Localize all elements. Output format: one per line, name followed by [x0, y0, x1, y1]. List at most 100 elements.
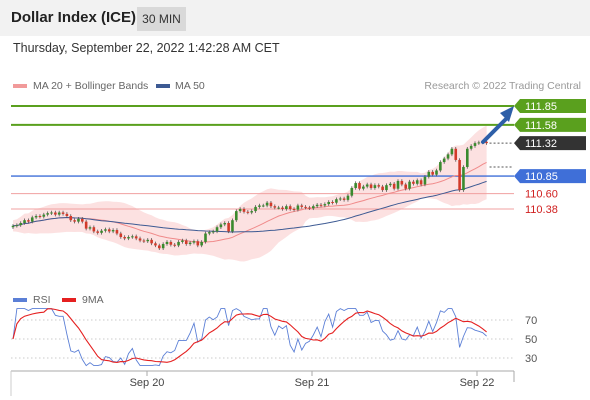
- candle-body: [312, 206, 315, 209]
- candle-body: [231, 220, 234, 232]
- candle: [246, 210, 250, 215]
- candle: [54, 210, 57, 217]
- candle-body: [423, 176, 427, 185]
- candle: [446, 152, 450, 161]
- price-tag-label: 110.60: [525, 189, 558, 201]
- candle-body: [200, 241, 203, 246]
- timestamp: Thursday, September 22, 2022 1:42:28 AM …: [13, 41, 280, 55]
- candle: [92, 225, 96, 234]
- candle: [115, 228, 119, 236]
- candle-body: [246, 211, 250, 213]
- price-tag-111.58: 111.58: [514, 117, 586, 132]
- candle-body: [473, 143, 477, 146]
- candle: [269, 200, 273, 208]
- price-tag-111.85: 111.85: [514, 99, 586, 113]
- candle-body: [288, 206, 292, 209]
- ma20-legend-label: MA 20 + Bollinger Bands: [33, 80, 149, 92]
- candle: [161, 242, 165, 250]
- candle: [296, 203, 300, 212]
- candle: [288, 204, 292, 211]
- candle: [27, 218, 30, 224]
- candle-body: [477, 142, 481, 144]
- candle-body: [173, 244, 176, 246]
- candle: [96, 229, 99, 235]
- candle: [423, 175, 427, 187]
- candle-body: [331, 201, 334, 203]
- candle: [435, 168, 438, 177]
- candle: [415, 178, 419, 186]
- candle: [315, 203, 319, 208]
- candle: [427, 170, 431, 179]
- candle: [219, 222, 223, 229]
- candle-body: [192, 241, 196, 243]
- candle-body: [431, 171, 434, 175]
- candle-body: [204, 233, 207, 242]
- candle-body: [134, 236, 138, 239]
- candle: [134, 234, 138, 241]
- candle: [30, 215, 34, 224]
- candle-body: [404, 184, 407, 189]
- candle: [146, 238, 150, 243]
- candle: [389, 182, 392, 187]
- candle: [412, 179, 415, 186]
- candle-body: [342, 198, 346, 200]
- candle: [342, 196, 346, 202]
- price-tag-label: 111.58: [525, 120, 557, 132]
- candle: [150, 238, 153, 246]
- candle: [281, 205, 284, 211]
- candle-body: [154, 243, 157, 246]
- candle: [15, 223, 19, 228]
- candle-body: [242, 209, 246, 212]
- candle-body: [77, 218, 80, 222]
- candle-body: [446, 154, 450, 159]
- candle: [215, 225, 219, 234]
- candle-body: [319, 204, 323, 206]
- candle-body: [469, 145, 473, 149]
- candle: [335, 197, 338, 205]
- candle-body: [215, 227, 219, 232]
- candle: [119, 231, 123, 239]
- candle-body: [450, 148, 454, 155]
- rsi-ma-line: [12, 308, 487, 363]
- candle-body: [211, 231, 215, 233]
- candle-body: [323, 204, 327, 206]
- candle-body: [119, 233, 123, 238]
- candle-body: [235, 211, 238, 221]
- candle: [265, 200, 269, 208]
- timeframe-badge[interactable]: 30 MIN: [137, 7, 186, 31]
- candle: [196, 239, 200, 248]
- candle: [419, 178, 423, 187]
- candle: [327, 200, 330, 206]
- candle: [188, 240, 192, 246]
- candle-body: [223, 223, 227, 225]
- candle: [211, 229, 215, 234]
- candle: [138, 236, 142, 243]
- candle-body: [177, 241, 180, 246]
- rsi-axis-label: 50: [525, 334, 537, 346]
- candle-body: [350, 187, 354, 196]
- x-axis-label: Sep 21: [295, 377, 330, 389]
- candle-body: [250, 211, 253, 213]
- candle-body: [396, 180, 400, 189]
- candle: [184, 238, 188, 246]
- candle-body: [15, 225, 19, 227]
- candle: [254, 205, 257, 213]
- candle: [258, 203, 261, 209]
- candle: [192, 239, 196, 245]
- candle: [46, 211, 49, 217]
- candle: [227, 221, 230, 234]
- candle-body: [277, 207, 280, 209]
- candle: [34, 214, 38, 220]
- candle-body: [265, 202, 269, 206]
- price-tag-label: 111.85: [525, 101, 557, 113]
- candle: [169, 240, 173, 247]
- source-credit: Research © 2022 Trading Central: [424, 80, 581, 92]
- candle: [477, 140, 481, 145]
- candle: [131, 234, 134, 239]
- candle-body: [315, 204, 319, 207]
- price-tag-111.32: 111.32: [514, 136, 586, 151]
- candle-body: [358, 183, 361, 189]
- candle: [369, 182, 373, 190]
- candle-body: [485, 141, 488, 144]
